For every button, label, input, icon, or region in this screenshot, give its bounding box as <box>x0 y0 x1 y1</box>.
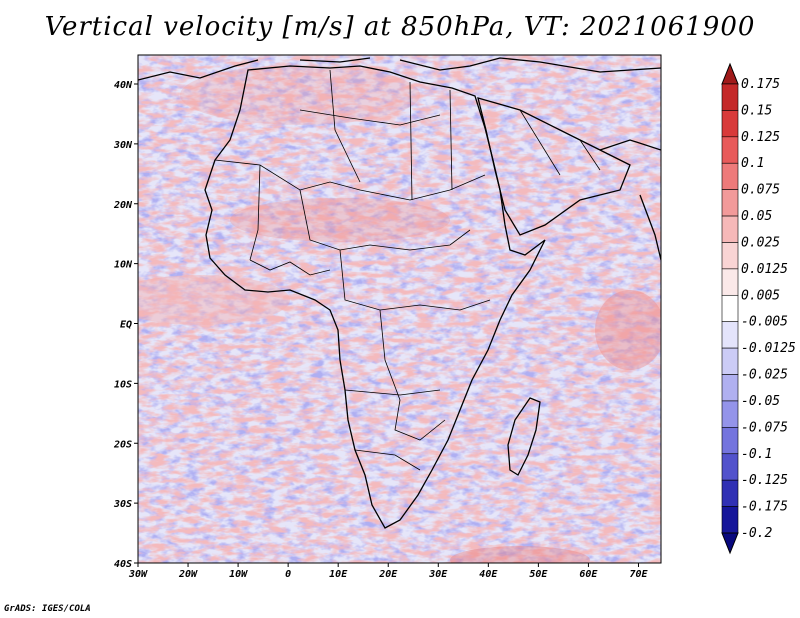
coastlines <box>138 57 661 529</box>
map-field <box>138 55 661 563</box>
colorbar-label: 0.125 <box>741 130 780 145</box>
colorbar-segment <box>721 110 739 138</box>
colorbar-label: 0.15 <box>741 103 772 118</box>
y-axis: 40N 30N 20N 10N EQ 10S 20S 30S 40S <box>113 80 138 570</box>
colorbar-segment <box>721 479 739 507</box>
x-tick-label: 0 <box>285 569 291 580</box>
colorbar-label: 0.0125 <box>741 262 788 277</box>
arabia-coastline <box>477 97 631 236</box>
x-tick-label: 20E <box>378 569 398 580</box>
colorbar-segment <box>721 374 739 402</box>
colorbar-label: -0.175 <box>741 500 788 515</box>
colorbar-label: 0.025 <box>741 235 780 250</box>
colorbar-label: -0.05 <box>741 394 780 409</box>
map-title: Vertical velocity [m/s] at 850hPa, VT: 2… <box>44 12 756 42</box>
colorbar-top-arrow <box>721 62 739 85</box>
credit-label: GrADS: IGES/COLA <box>4 604 91 614</box>
madagascar-coastline <box>507 397 541 476</box>
colorbar-bottom-arrow <box>721 532 739 555</box>
colorbar-label: -0.075 <box>741 420 788 435</box>
colorbar-segment <box>721 136 739 164</box>
colorbar-segment <box>721 83 739 111</box>
x-tick-label: 10W <box>229 569 248 580</box>
colorbar-segment <box>721 427 739 455</box>
africa-coastline <box>204 65 546 529</box>
colorbar-label: 0.1 <box>741 156 764 171</box>
x-tick-label: 40E <box>479 569 498 580</box>
y-tick-label: 40N <box>114 80 133 91</box>
colorbar-segment <box>721 189 739 217</box>
y-tick-label: 10S <box>114 379 132 390</box>
colorbar-label: -0.2 <box>741 526 772 541</box>
x-tick-label: 60E <box>579 569 598 580</box>
colorbar-label: 0.075 <box>741 183 780 198</box>
colorbar: 0.175 0.15 0.125 0.1 0.075 0.05 0.025 0.0125 0.0… <box>721 62 796 555</box>
colorbar-segment <box>721 294 739 323</box>
colorbar-segment <box>721 321 739 349</box>
colorbar-label: 0.05 <box>741 209 772 224</box>
y-tick-label: 10N <box>114 260 133 271</box>
europe-coastline <box>138 57 661 81</box>
colorbar-label: 0.005 <box>741 288 780 303</box>
plot-frame <box>137 54 662 564</box>
x-tick-label: 70E <box>629 569 648 580</box>
colorbar-segment <box>721 268 739 296</box>
country-borders <box>214 69 601 471</box>
colorbar-label: -0.1 <box>741 447 772 462</box>
x-tick-label: 30E <box>428 569 448 580</box>
colorbar-segment <box>721 400 739 428</box>
asia-coastline <box>599 139 661 261</box>
x-tick-label: 30W <box>128 569 148 580</box>
y-tick-label: 30N <box>113 140 133 151</box>
colorbar-segment <box>721 162 739 190</box>
colorbar-segment <box>721 347 739 375</box>
colorbar-label: -0.005 <box>741 315 788 330</box>
y-tick-label: 20S <box>113 439 132 450</box>
colorbar-label: 0.175 <box>741 77 780 92</box>
x-tick-label: 10E <box>329 569 348 580</box>
colorbar-segment <box>721 242 739 270</box>
colorbar-label: -0.125 <box>741 473 788 488</box>
colorbar-segment <box>721 215 739 243</box>
y-tick-label: 30S <box>113 499 132 510</box>
colorbar-segment <box>721 453 739 481</box>
colorbar-label: -0.025 <box>741 368 788 383</box>
y-tick-label: 20N <box>113 200 133 211</box>
colorbar-segment <box>721 506 739 534</box>
x-axis: 30W 20W 10W 0 10E 20E 30E 40E 50E 60E 70E <box>128 563 648 580</box>
y-tick-label: EQ <box>120 320 132 331</box>
x-tick-label: 50E <box>529 569 548 580</box>
x-tick-label: 20W <box>178 569 198 580</box>
colorbar-label: -0.0125 <box>741 341 796 356</box>
y-tick-label: 40S <box>114 559 132 570</box>
